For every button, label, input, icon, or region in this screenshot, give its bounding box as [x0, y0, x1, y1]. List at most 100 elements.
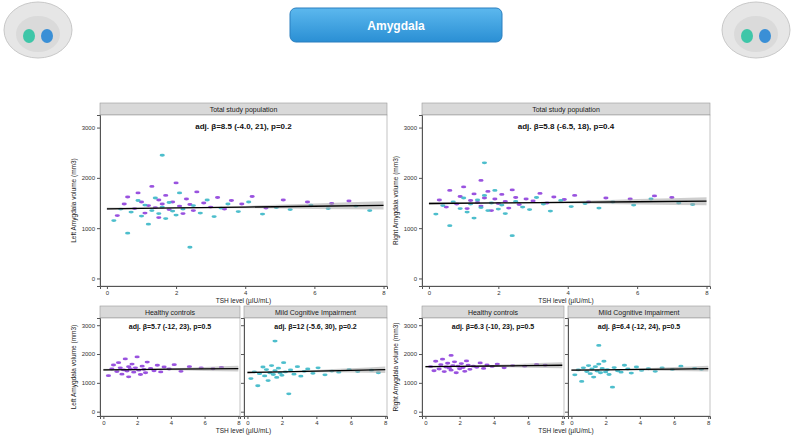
- tick-label: 4: [639, 420, 643, 426]
- x-axis-title: TSH level (µIU/mL): [538, 297, 593, 305]
- point: [461, 186, 466, 189]
- tick-mark: [97, 325, 100, 326]
- point: [471, 193, 476, 196]
- plot-frame: [100, 318, 240, 416]
- plot-marks: [429, 161, 707, 237]
- point: [445, 362, 450, 365]
- point: [468, 199, 473, 202]
- tick: [241, 325, 244, 326]
- tick-label: 3000: [82, 323, 96, 329]
- axis-line: [423, 287, 711, 290]
- plot-marks: [571, 344, 708, 389]
- point: [634, 366, 639, 369]
- tick-label: 0: [414, 276, 418, 282]
- point: [215, 196, 220, 199]
- tick-mark: [97, 412, 100, 413]
- point: [471, 217, 476, 220]
- point: [173, 181, 178, 184]
- point: [447, 189, 452, 192]
- tick-label: 3000: [82, 125, 96, 131]
- confidence-band: [107, 201, 384, 210]
- point: [272, 340, 277, 343]
- plot-frame: [568, 318, 710, 416]
- point: [191, 209, 196, 212]
- plot-frame: [244, 318, 387, 416]
- point: [291, 373, 296, 376]
- point: [111, 364, 116, 367]
- tick: 8: [384, 416, 388, 426]
- confidence-band: [103, 366, 238, 372]
- point: [149, 209, 154, 212]
- brain-outline: [16, 16, 60, 52]
- tick-mark: [384, 286, 385, 289]
- point: [167, 201, 172, 204]
- point: [523, 198, 528, 201]
- confidence-band: [571, 366, 708, 372]
- amygdala-blob: [759, 29, 771, 43]
- point: [187, 246, 192, 249]
- point: [161, 366, 166, 369]
- tick-mark: [460, 416, 461, 419]
- point: [126, 375, 131, 378]
- point: [572, 194, 577, 197]
- tick-label: 2000: [404, 351, 418, 357]
- point: [461, 197, 466, 200]
- tick-mark: [708, 416, 709, 419]
- plot-marks: [425, 354, 562, 374]
- point: [448, 369, 453, 372]
- tick-label: 8: [237, 420, 241, 426]
- point: [180, 212, 185, 215]
- tick: 2: [497, 286, 501, 296]
- trend-line: [425, 365, 562, 366]
- axis-line: [419, 116, 423, 287]
- point: [119, 373, 124, 376]
- tick-label: 0: [424, 420, 428, 426]
- tick: 0: [414, 409, 422, 415]
- y-axis: 0100020003000: [82, 116, 101, 287]
- tick-label: 4: [315, 420, 319, 426]
- point: [447, 224, 452, 227]
- strip: [244, 306, 387, 318]
- axis-line: [241, 319, 245, 417]
- tick-mark: [568, 286, 569, 289]
- y-axis: 0100020003000: [82, 319, 101, 417]
- brain-outline: [4, 2, 72, 58]
- axis-line: [97, 319, 101, 417]
- tick-label: 4: [170, 420, 174, 426]
- point: [125, 232, 130, 235]
- point: [146, 223, 151, 226]
- tick-mark: [429, 286, 430, 289]
- point: [281, 199, 286, 202]
- tick: 8: [705, 286, 709, 296]
- tick: 0: [428, 286, 432, 296]
- tick-mark: [571, 416, 572, 419]
- point: [603, 197, 608, 200]
- point: [492, 189, 497, 192]
- strip: [100, 103, 387, 115]
- y-axis-title: Right Amygdala volume (mm3): [392, 156, 400, 245]
- tick-mark: [97, 354, 100, 355]
- tick: 6: [636, 286, 640, 296]
- axis-line: [423, 417, 565, 420]
- point: [612, 366, 617, 369]
- tick-label: 4: [567, 290, 571, 296]
- tick: 3000: [404, 323, 422, 329]
- annotation: adj. β=12 (-5.6, 30), p=0.2: [274, 323, 357, 331]
- tick-mark: [238, 416, 239, 419]
- chart: Healthy controlsadj. β=6.3 (-10, 23), p=…: [392, 306, 711, 435]
- tick: [565, 325, 568, 326]
- point: [198, 212, 203, 215]
- tick-label: 1000: [82, 226, 96, 232]
- y-axis: [565, 319, 569, 417]
- tick: 4: [639, 416, 643, 426]
- tick: 4: [244, 286, 248, 296]
- tick: [241, 412, 244, 413]
- point: [629, 372, 634, 375]
- plot-marks: [103, 356, 238, 379]
- axis-line: [101, 287, 388, 290]
- tick-label: 2000: [82, 351, 96, 357]
- header-title: Amygdala: [367, 19, 425, 33]
- point: [115, 214, 120, 217]
- tick: 3000: [404, 125, 422, 131]
- point: [135, 356, 140, 359]
